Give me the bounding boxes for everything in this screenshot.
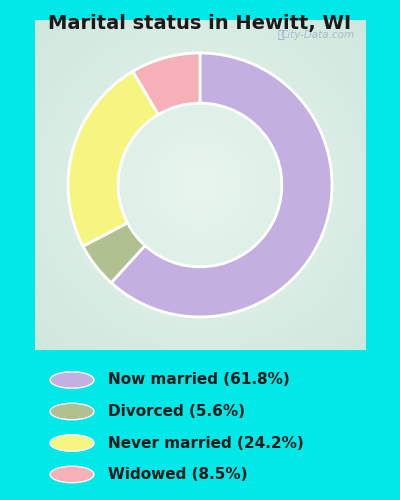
Text: City-Data.com: City-Data.com: [281, 30, 355, 40]
Text: Now married (61.8%): Now married (61.8%): [108, 372, 290, 388]
Wedge shape: [111, 53, 332, 317]
Circle shape: [50, 466, 94, 483]
Text: ⓘ: ⓘ: [278, 30, 284, 40]
Circle shape: [50, 434, 94, 451]
Wedge shape: [83, 223, 145, 282]
Wedge shape: [133, 53, 200, 114]
Text: Widowed (8.5%): Widowed (8.5%): [108, 467, 248, 482]
Text: Divorced (5.6%): Divorced (5.6%): [108, 404, 245, 419]
Text: Never married (24.2%): Never married (24.2%): [108, 436, 304, 450]
Circle shape: [50, 403, 94, 420]
Wedge shape: [68, 72, 158, 246]
Circle shape: [50, 372, 94, 388]
Text: Marital status in Hewitt, WI: Marital status in Hewitt, WI: [48, 14, 352, 32]
